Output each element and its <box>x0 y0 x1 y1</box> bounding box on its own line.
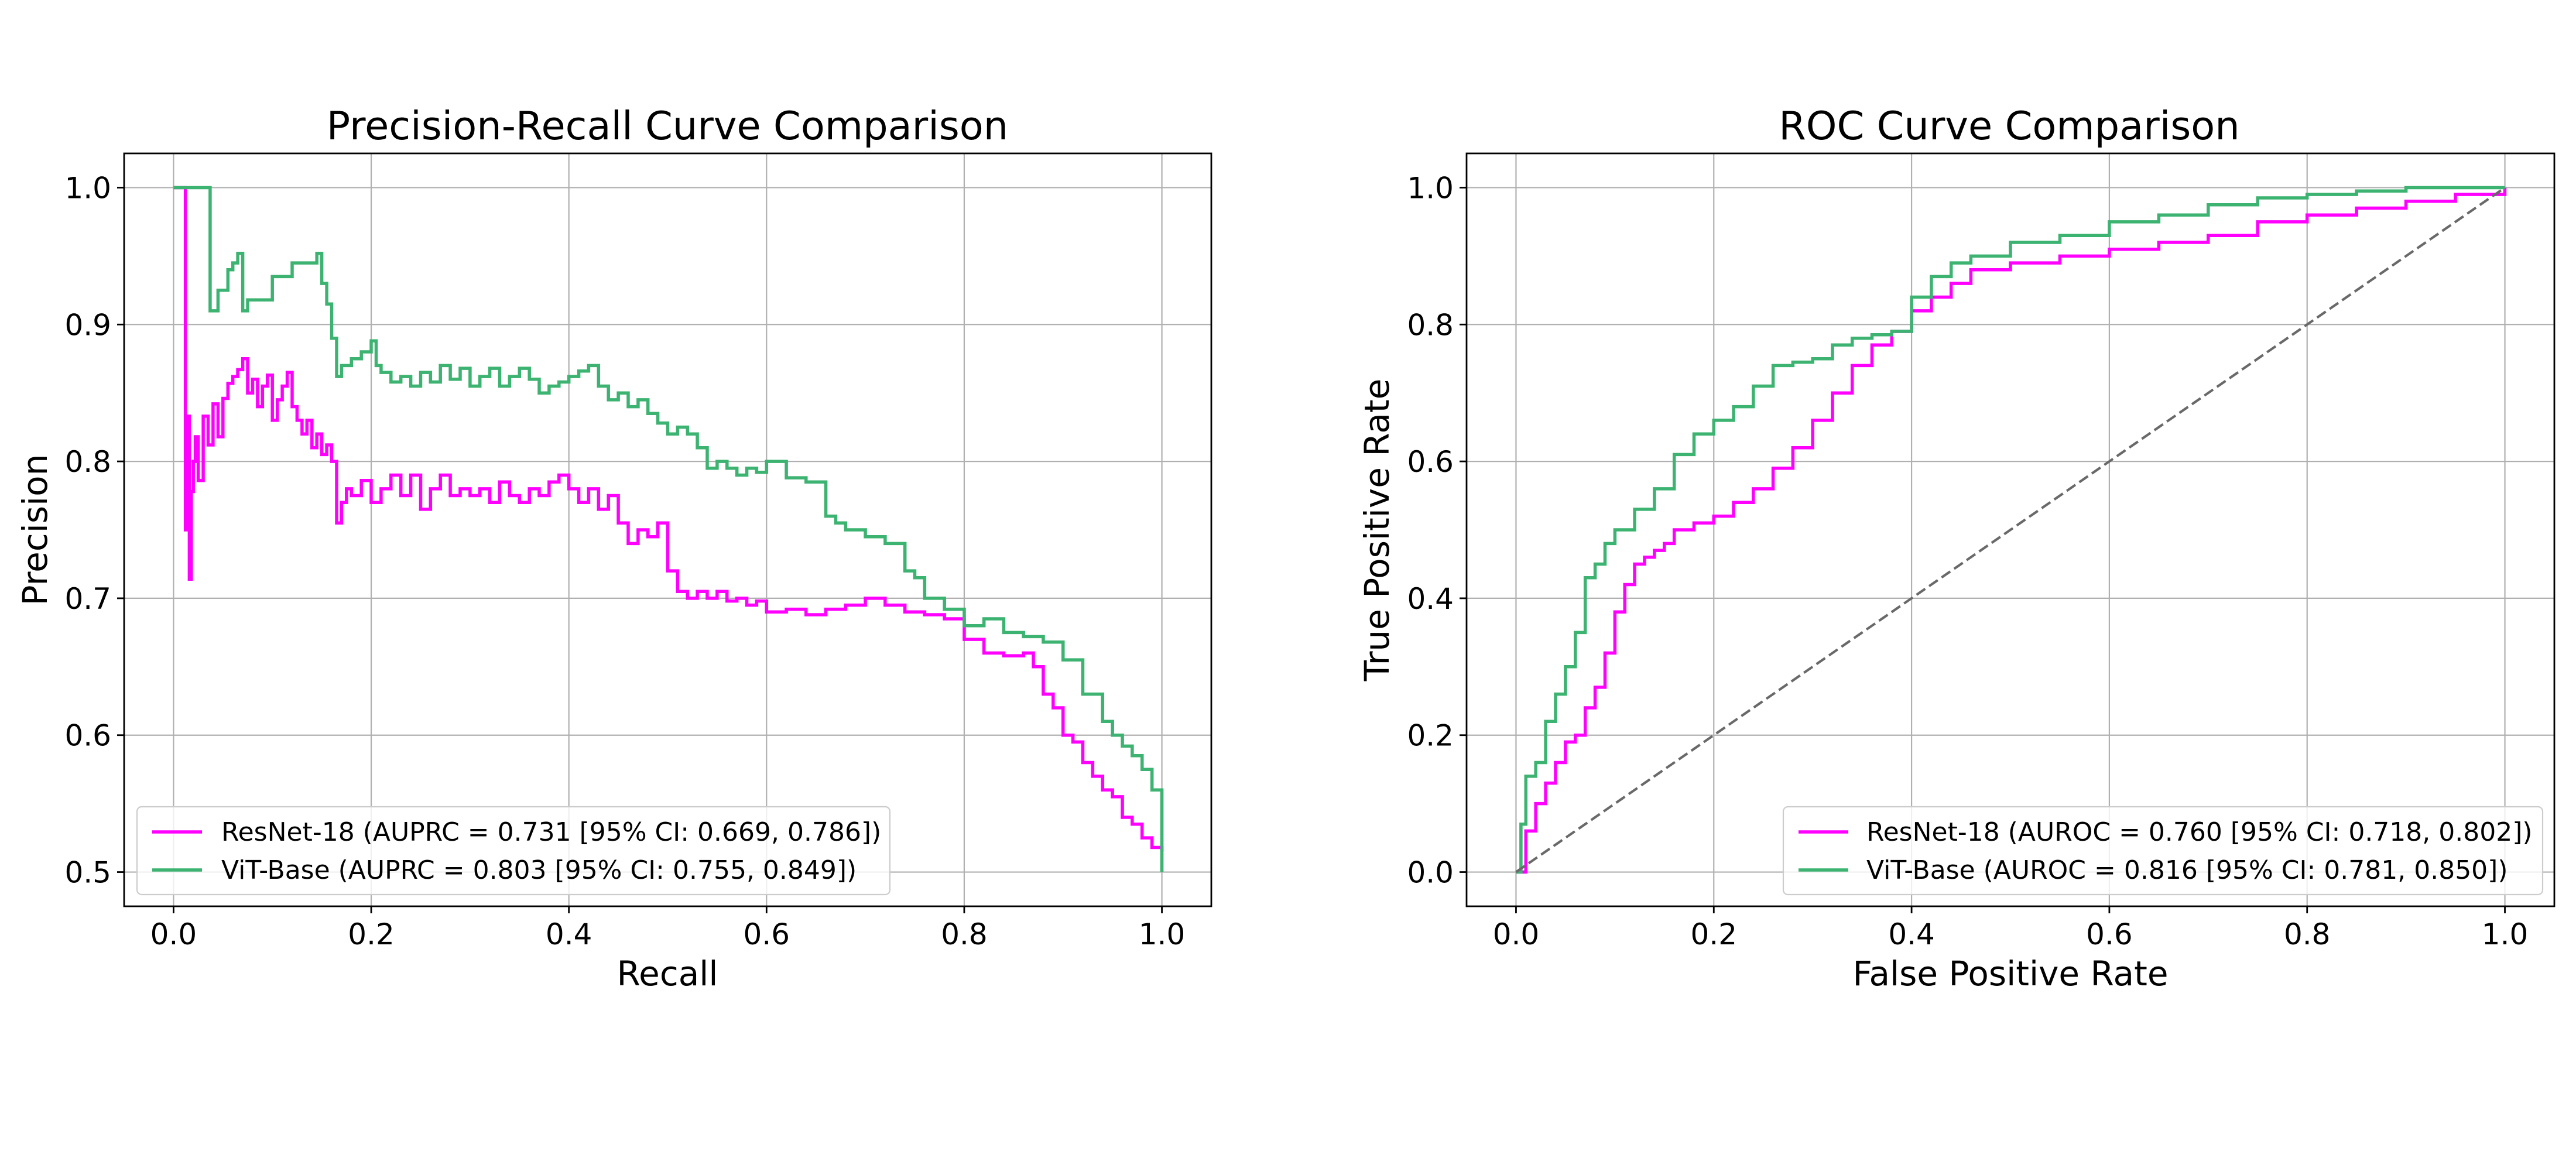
roc-y-tick-label: 0.2 <box>1407 719 1454 753</box>
roc-x-axis-label: False Positive Rate <box>1852 954 2168 994</box>
roc-legend-label-resnet18: ResNet-18 (AUROC = 0.760 [95% CI: 0.718,… <box>1866 817 2533 847</box>
pr-y-tick-label: 0.7 <box>64 582 111 616</box>
pr-x-tick-label: 0.6 <box>744 917 790 951</box>
roc-y-tick-label: 0.4 <box>1407 582 1454 616</box>
pr-x-axis-label: Recall <box>616 954 718 994</box>
pr-y-tick-label: 0.8 <box>64 445 111 479</box>
pr-x-tick-label: 0.4 <box>546 917 592 951</box>
pr-legend-label-resnet18: ResNet-18 (AUPRC = 0.731 [95% CI: 0.669,… <box>221 817 881 847</box>
roc-y-tick-label: 0.8 <box>1407 308 1454 342</box>
roc-legend-label-vit-base: ViT-Base (AUROC = 0.816 [95% CI: 0.781, … <box>1866 855 2508 885</box>
roc-x-tick-label: 0.8 <box>2284 917 2331 951</box>
pr-plot-frame <box>123 152 1212 907</box>
roc-series-line-resnet-18 <box>1516 187 2507 874</box>
pr-x-tick-label: 0.0 <box>150 917 197 951</box>
roc-ticks: 0.0 0.2 0.4 0.6 0.8 1.0 0.0 0.2 0.4 0.6 0.8 1.0 <box>1407 171 2528 951</box>
pr-y-tick-label: 0.5 <box>64 856 111 890</box>
pr-y-tick-label: 1.0 <box>64 171 111 205</box>
roc-y-axis-label: True Positive Rate <box>1357 379 1397 682</box>
roc-series-group <box>1515 186 2507 874</box>
roc-x-tick-label: 0.2 <box>1691 917 1738 951</box>
roc-y-tick-label: 0.0 <box>1407 856 1454 890</box>
roc-x-tick-label: 1.0 <box>2482 917 2529 951</box>
pr-series-line-vit-base <box>173 186 1164 872</box>
precision-recall-chart: Precision-Recall Curve Comparison 0.0 0.2… <box>15 103 1212 994</box>
pr-legend-label-vit-base: ViT-Base (AUPRC = 0.803 [95% CI: 0.755, … <box>221 855 857 885</box>
pr-ticks: 0.0 0.2 0.4 0.6 0.8 1.0 0.5 0.6 0.7 0.8 0.9 1.0 <box>64 171 1185 951</box>
pr-y-tick-label: 0.6 <box>64 719 111 753</box>
roc-y-tick-label: 1.0 <box>1407 171 1454 205</box>
roc-chart: ROC Curve Comparison 0.0 0.2 0.4 0.6 0.8 1.00… <box>1357 103 2556 994</box>
roc-x-tick-label: 0.4 <box>1888 917 1935 951</box>
pr-series-group <box>173 186 1164 872</box>
roc-legend: ResNet-18 (AUROC = 0.760 [95% CI: 0.718,… <box>1782 806 2544 896</box>
pr-legend: ResNet-18 (AUPRC = 0.731 [95% CI: 0.669,… <box>136 806 891 896</box>
pr-x-tick-label: 0.2 <box>348 917 395 951</box>
roc-y-tick-label: 0.6 <box>1407 445 1454 479</box>
roc-x-tick-label: 0.6 <box>2086 917 2133 951</box>
pr-legend-box <box>136 806 891 896</box>
pr-chart-title: Precision-Recall Curve Comparison <box>327 103 1008 149</box>
pr-y-tick-label: 0.9 <box>64 308 111 342</box>
pr-x-tick-label: 1.0 <box>1139 917 1186 951</box>
pr-gridlines <box>124 153 1211 906</box>
pr-series-line-resnet-18 <box>173 186 1164 852</box>
roc-plot-frame <box>1465 152 2556 907</box>
roc-chart-title: ROC Curve Comparison <box>1779 103 2239 149</box>
pr-y-axis-label: Precision <box>15 454 55 606</box>
roc-series-line-chance <box>1515 186 2506 873</box>
pr-x-tick-label: 0.8 <box>941 917 988 951</box>
roc-x-tick-label: 0.0 <box>1493 917 1540 951</box>
roc-gridlines <box>1467 153 2554 906</box>
roc-series-line-vit-base <box>1516 186 2505 874</box>
roc-legend-box <box>1782 806 2544 896</box>
